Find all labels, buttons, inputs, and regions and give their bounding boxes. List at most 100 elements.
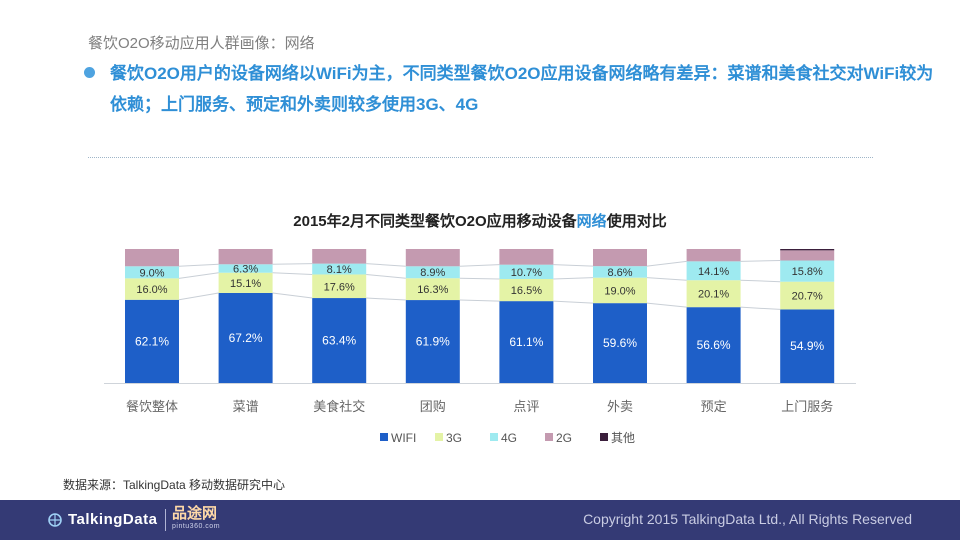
category-label: 上门服务 [781,399,833,414]
legend-swatch [600,433,608,441]
connector-line [459,264,500,267]
category-label: 外卖 [607,399,633,414]
bar-segment-2G-3 [405,249,460,267]
connector-line [366,263,406,267]
data-label: 20.1% [698,289,729,301]
data-label: 10.7% [511,267,542,279]
data-label: 17.6% [324,281,355,293]
breadcrumb: 餐饮O2O移动应用人群画像：网络 [88,35,315,52]
connector-line [366,297,406,301]
data-label: 20.7% [792,291,823,303]
legend-swatch [490,433,498,441]
bar-segment-3G-0 [125,278,179,300]
data-label: 15.8% [792,266,823,278]
bar-segment-WIFI-6 [686,307,741,383]
data-label: 15.1% [230,278,261,290]
data-label: 56.6% [697,338,731,352]
bullet-dot-icon [84,67,95,78]
bar-segment-2G-1 [218,249,273,265]
bar-segment-其他-7 [780,249,835,251]
bar-segment-WIFI-0 [125,299,179,383]
connector-line [553,264,594,267]
bar-segment-WIFI-3 [405,300,460,383]
bar-segment-WIFI-4 [499,301,554,383]
chart-title: 2015年2月不同类型餐饮O2O应用移动设备网络使用对比 [0,210,960,231]
bar-segment-4G-3 [405,266,460,279]
data-label: 67.2% [229,331,263,345]
bar-segment-3G-2 [312,274,367,299]
connector-line [740,306,781,310]
data-label: 62.1% [135,334,169,348]
data-label: 6.3% [233,263,258,275]
bar-segment-3G-1 [218,272,273,293]
connector-line [459,277,500,280]
data-label: 16.5% [511,285,542,297]
legend-label: 其他 [611,431,635,445]
connector-line [646,260,687,267]
bar-segment-2G-5 [593,249,647,267]
category-label: 预定 [701,399,727,414]
connector-line [272,272,313,275]
data-label: 63.4% [322,334,356,348]
connector-line [646,277,687,281]
legend-label: 2G [556,431,572,445]
data-label: 54.9% [790,339,824,353]
bar-segment-4G-2 [312,263,367,275]
source-note: 数据来源：TalkingData 移动数据研究中心 [63,478,286,492]
bar-segment-4G-1 [218,264,273,273]
data-label: 14.1% [698,266,729,278]
partner-logo: 品途网 [172,504,218,522]
brand-name: TalkingData [68,511,158,528]
category-label: 美食社交 [313,399,365,414]
brand-logo: TalkingData [48,511,157,528]
connector-line [553,277,594,280]
data-label: 8.9% [420,267,445,279]
bar-segment-2G-6 [686,249,741,262]
connector-line [272,263,313,265]
connector-line [646,302,687,308]
connector-line [178,292,219,301]
bar-segment-WIFI-2 [312,298,367,383]
bar-segment-4G-0 [125,266,179,279]
bar-segment-4G-4 [499,264,554,280]
connector-line [740,260,781,262]
connector-line [366,273,406,279]
data-label: 61.1% [509,335,543,349]
bar-segment-3G-6 [686,280,741,308]
category-label: 团购 [420,399,446,414]
legend-swatch [435,433,443,441]
data-label: 19.0% [604,285,635,297]
category-label: 餐饮整体 [126,399,178,414]
data-label: 9.0% [139,267,164,279]
bar-segment-WIFI-7 [780,309,835,383]
footer-bar: TalkingData 品途网 pintu360.com Copyright 2… [0,500,960,540]
bar-segment-4G-5 [593,266,647,278]
data-label: 16.3% [417,284,448,296]
connector-line [178,272,219,279]
legend-label: 3G [446,431,462,445]
connector-line [553,300,594,304]
bar-segment-3G-4 [499,279,554,302]
bar-segment-WIFI-1 [218,292,273,383]
bar-segment-2G-4 [499,249,554,265]
data-label: 61.9% [416,335,450,349]
legend-swatch [380,433,388,441]
connector-line [178,263,219,267]
bar-segment-2G-7 [780,250,835,261]
category-label: 菜谱 [233,399,259,414]
copyright: Copyright 2015 TalkingData Ltd., All Rig… [583,511,912,527]
stacked-bar-chart: 62.1% 16.0% 9.0% 餐饮整体 67.2% 15.1% 6.3% 菜谱 63.4% 1… [104,249,856,445]
bar-segment-4G-7 [780,260,835,282]
partner-url: pintu360.com [172,523,221,530]
bar-segment-WIFI-5 [593,303,647,383]
connector-line [459,299,500,302]
chart-title-suffix: 使用对比 [606,213,667,230]
dotted-divider [88,157,873,158]
bar-segment-3G-7 [780,281,835,310]
bar-segment-3G-5 [593,277,647,304]
data-label: 8.6% [607,267,632,279]
legend-label: WIFI [391,431,416,445]
bar-segment-2G-2 [312,249,367,264]
legend-swatch [545,433,553,441]
chart-title-highlight: 网络 [576,213,607,230]
